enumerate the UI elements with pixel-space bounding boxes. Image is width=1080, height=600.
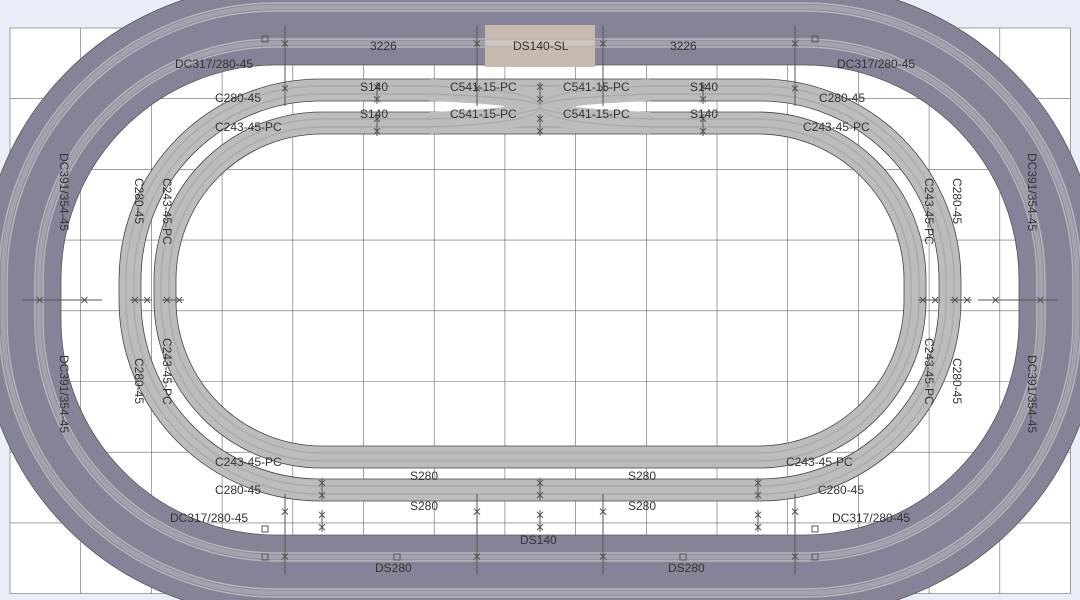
track-label: S140 <box>690 107 718 121</box>
track-label: C280-45 <box>132 178 146 224</box>
track-label: C541-15-PC <box>450 107 517 121</box>
track-label: C541-15-PC <box>563 80 630 94</box>
track-label: S140 <box>360 80 388 94</box>
track-label: C243-45-PC <box>160 178 174 245</box>
track-label: C541-15-PC <box>563 107 630 121</box>
track-label: S280 <box>628 469 656 483</box>
track-label: 3226 <box>370 39 397 53</box>
track-label: S280 <box>410 469 438 483</box>
track-label: DC391/354-45 <box>57 153 71 231</box>
track-label: DC391/354-45 <box>1025 355 1039 433</box>
track-label: DS140-SL <box>513 39 569 53</box>
track-label: C280-45 <box>950 358 964 404</box>
track-label: DC391/354-45 <box>1025 153 1039 231</box>
track-label: C243-45-PC <box>786 455 853 469</box>
track-label: C280-45 <box>132 358 146 404</box>
track-label: DC391/354-45 <box>57 355 71 433</box>
track-label: S280 <box>410 499 438 513</box>
track-label: C243-45-PC <box>215 120 282 134</box>
track-label: 3226 <box>670 39 697 53</box>
track-label: DC317/280-45 <box>832 511 910 525</box>
track-label: DS280 <box>375 561 412 575</box>
track-label: S140 <box>690 80 718 94</box>
track-label: DS140 <box>520 533 557 547</box>
track-label: C243-45-PC <box>922 178 936 245</box>
track-label: C541-15-PC <box>450 80 517 94</box>
track-label: C243-45-PC <box>803 120 870 134</box>
track-label: C280-45 <box>215 483 261 497</box>
track-label: S280 <box>628 499 656 513</box>
track-label: C280-45 <box>950 178 964 224</box>
track-label: C280-45 <box>215 91 261 105</box>
track-label: DC317/280-45 <box>175 57 253 71</box>
track-label: C243-45-PC <box>160 338 174 405</box>
track-label: DC317/280-45 <box>837 57 915 71</box>
track-plan-svg: 3226 DS140-SL 3226 DC317/280-45 DC317/280-45… <box>0 0 1080 600</box>
track-label: C280-45 <box>818 483 864 497</box>
track-label: C243-45-PC <box>922 338 936 405</box>
track-label: DS280 <box>668 561 705 575</box>
track-label: C243-45-PC <box>215 455 282 469</box>
track-label: C280-45 <box>819 91 865 105</box>
track-label: S140 <box>360 107 388 121</box>
track-label: DC317/280-45 <box>170 511 248 525</box>
